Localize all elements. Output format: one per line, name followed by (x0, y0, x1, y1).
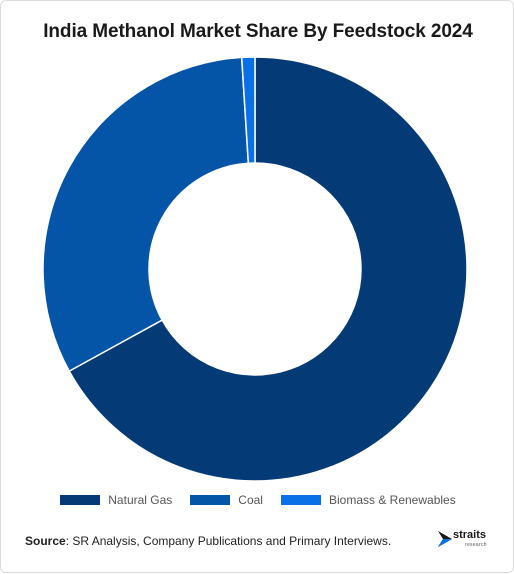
source-note: Source: SR Analysis, Company Publication… (25, 534, 391, 548)
source-text: : SR Analysis, Company Publications and … (65, 534, 392, 548)
legend-item-natural-gas[interactable]: Natural Gas (60, 493, 172, 507)
logo-sub: research (465, 542, 487, 548)
chart-title: India Methanol Market Share By Feedstock… (43, 21, 473, 42)
legend-label: Coal (238, 493, 263, 507)
legend: Natural Gas Coal Biomass & Renewables (1, 493, 514, 507)
legend-swatch (60, 495, 101, 505)
straits-logo: straits research (438, 529, 498, 551)
straits-logo-icon (438, 531, 452, 547)
legend-swatch (280, 495, 321, 505)
legend-label: Biomass & Renewables (328, 493, 456, 507)
legend-item-coal[interactable]: Coal (190, 493, 263, 507)
logo-name: straits (453, 529, 487, 541)
legend-label: Natural Gas (108, 493, 173, 507)
slice-natural-gas[interactable] (68, 56, 468, 482)
slice-coal[interactable] (42, 56, 250, 373)
slice-biomass-renewables[interactable] (240, 56, 256, 165)
legend-swatch (190, 495, 231, 505)
legend-item-biomass-renewables[interactable]: Biomass & Renewables (280, 493, 456, 507)
source-label: Source (25, 534, 66, 548)
slices-group (42, 56, 468, 482)
